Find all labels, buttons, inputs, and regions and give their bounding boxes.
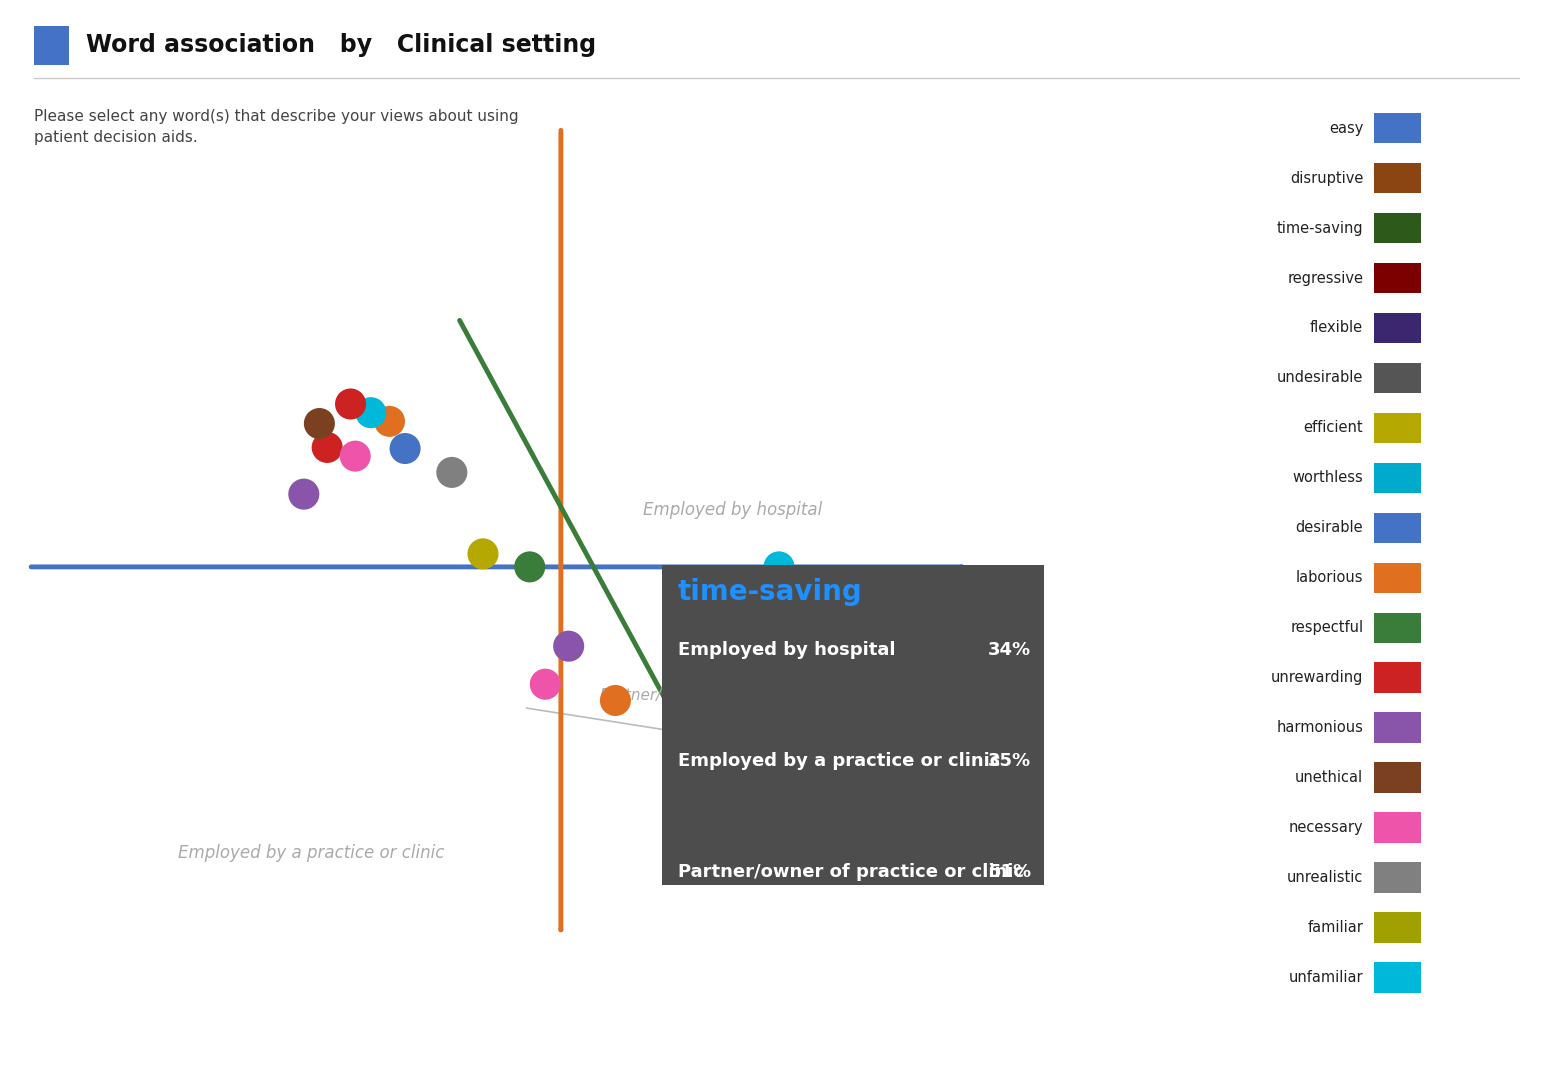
Text: Employed by a practice or clinic: Employed by a practice or clinic	[678, 752, 1000, 770]
Text: Partner/owner of practice or clinic: Partner/owner of practice or clinic	[678, 863, 1024, 882]
Point	[343, 447, 368, 465]
Bar	[1374, 862, 1421, 893]
Text: Please select any word(s) that describe your views about using
patient decision : Please select any word(s) that describe …	[34, 109, 519, 144]
Text: unrewarding: unrewarding	[1271, 670, 1363, 685]
Bar	[1374, 613, 1421, 643]
Point	[439, 464, 464, 481]
Text: Employed by hospital: Employed by hospital	[642, 502, 823, 519]
Text: Employed by a practice or clinic: Employed by a practice or clinic	[179, 844, 444, 861]
Point	[517, 558, 542, 576]
Point	[338, 395, 363, 413]
Point	[860, 757, 885, 774]
Text: Employed by hospital: Employed by hospital	[678, 641, 896, 659]
Text: 35%: 35%	[988, 752, 1031, 770]
Text: time-saving: time-saving	[1276, 220, 1363, 236]
Bar	[1374, 413, 1421, 443]
Text: undesirable: undesirable	[1278, 370, 1363, 386]
Bar	[1374, 912, 1421, 943]
Text: disruptive: disruptive	[1290, 171, 1363, 186]
Text: harmonious: harmonious	[1276, 720, 1363, 735]
Bar	[1374, 662, 1421, 693]
Bar	[1374, 463, 1421, 493]
Point	[307, 415, 332, 432]
Point	[315, 439, 340, 456]
Text: respectful: respectful	[1290, 620, 1363, 635]
Text: desirable: desirable	[1296, 520, 1363, 535]
Text: Word association   by   Clinical setting: Word association by Clinical setting	[86, 33, 595, 56]
Point	[673, 779, 698, 796]
Bar	[1374, 812, 1421, 843]
Text: regressive: regressive	[1287, 270, 1363, 286]
Point	[377, 413, 402, 430]
Bar	[1374, 762, 1421, 793]
Point	[556, 637, 581, 655]
Text: flexible: flexible	[1310, 320, 1363, 336]
Point	[291, 485, 316, 503]
Point	[603, 692, 628, 709]
Bar	[1374, 712, 1421, 743]
Bar	[1374, 962, 1421, 993]
Bar	[662, 565, 1044, 885]
Bar	[1374, 513, 1421, 543]
Text: 34%: 34%	[988, 641, 1031, 659]
Point	[358, 404, 383, 421]
Text: necessary: necessary	[1288, 820, 1363, 835]
Text: worthless: worthless	[1293, 470, 1363, 485]
Point	[393, 440, 418, 457]
Bar	[1374, 313, 1421, 343]
Text: unfamiliar: unfamiliar	[1288, 970, 1363, 985]
Bar	[1374, 113, 1421, 143]
Bar	[1374, 363, 1421, 393]
Point	[767, 558, 791, 576]
Text: 51%: 51%	[988, 863, 1031, 882]
Text: unethical: unethical	[1295, 770, 1363, 785]
Text: efficient: efficient	[1304, 420, 1363, 435]
Bar	[1374, 563, 1421, 593]
Text: easy: easy	[1329, 121, 1363, 136]
Text: laborious: laborious	[1296, 570, 1363, 585]
Text: time-saving: time-saving	[678, 578, 863, 606]
Text: Partner/owner of practice or clinic: Partner/owner of practice or clinic	[600, 687, 858, 703]
Bar	[34, 26, 69, 65]
Text: unrealistic: unrealistic	[1287, 870, 1363, 885]
Bar	[1374, 213, 1421, 243]
Text: familiar: familiar	[1307, 920, 1363, 935]
Bar	[1374, 263, 1421, 293]
Bar	[1374, 163, 1421, 193]
Point	[533, 675, 558, 693]
Point	[704, 735, 729, 753]
Point	[471, 545, 495, 563]
